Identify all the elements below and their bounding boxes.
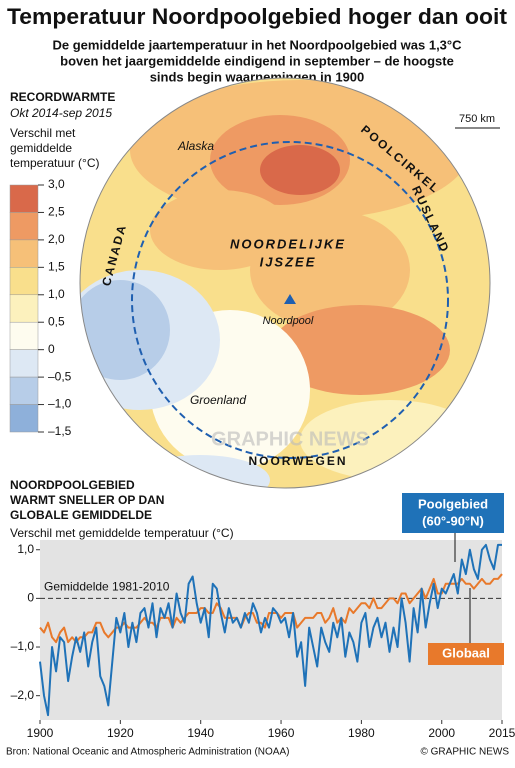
map-label: Noordpool [263,315,314,327]
y-tick-label: 1,0 [17,542,34,556]
legend-tick-label: 2,0 [48,232,65,246]
legend-swatch [9,404,39,433]
map-label: Alaska [177,139,214,153]
series-label-box [402,493,504,533]
series-label-box [428,643,504,665]
scale-label: 750 km [459,113,495,125]
map-label: NOORDELIJKE [230,236,346,251]
y-tick-label: 0 [27,591,34,605]
credit: © GRAPHIC NEWS [421,747,510,758]
legend-swatch [9,267,39,296]
legend-swatch [9,212,39,241]
legend-label: Poolgebied [418,496,488,511]
x-tick-label: 1960 [268,726,295,740]
map-label: IJSZEE [260,254,317,269]
source: Bron: National Oceanic and Atmospheric A… [6,747,289,758]
x-tick-label: 1920 [107,726,134,740]
x-tick-label: 2015 [489,726,515,740]
chart-heading: GLOBALE GEMIDDELDE [10,508,152,522]
y-tick-label: –2,0 [11,688,35,702]
legend-swatch [9,376,39,405]
plot-background [40,540,502,720]
legend-swatch [9,294,39,323]
legend-tick-label: 3,0 [48,177,65,191]
legend-tick-label: 2,5 [48,205,65,219]
pole-marker [284,294,296,304]
legend-tick-label: 1,5 [48,260,65,274]
map-label: Groenland [190,393,246,407]
legend-annotation: (60°-90°N) [422,513,484,528]
x-tick-label: 1900 [27,726,54,740]
legend-tick-label: –0,5 [48,369,72,383]
legend-title: temperatuur (°C) [10,156,100,170]
series-line [39,543,502,717]
x-tick-label: 1980 [348,726,375,740]
legend-tick-label: 0,5 [48,314,65,328]
legend-label: Globaal [442,645,490,660]
chart-heading: NOORDPOOLGEBIED [10,478,135,492]
legend-tick-label: 0 [48,342,55,356]
title: Temperatuur Noordpoolgebied hoger dan oo… [7,4,508,29]
y-axis-label: Verschil met gemiddelde temperatuur (°C) [10,526,234,540]
chart-heading: WARMT SNELLER OP DAN [10,493,164,507]
legend-swatch [9,321,39,350]
polar-circle [131,141,449,459]
subtitle: boven het jaargemiddelde eindigend in se… [60,53,454,68]
map-label: NOORWEGEN [248,454,347,468]
y-tick-label: –1,0 [11,639,35,653]
map-heading: RECORDWARMTE [10,90,115,104]
map-period: Okt 2014-sep 2015 [10,106,112,120]
legend-swatch [9,239,39,268]
x-tick-label: 1940 [187,726,214,740]
legend-tick-label: –1,0 [48,397,72,411]
reference-label: Gemiddelde 1981-2010 [44,580,170,594]
legend-swatch [9,349,39,378]
legend-title: gemiddelde [10,141,72,155]
legend-tick-label: –1,5 [48,424,72,438]
legend-title: Verschil met [10,126,76,140]
watermark: GRAPHIC NEWS [211,428,369,450]
x-tick-label: 2000 [428,726,455,740]
subtitle: De gemiddelde jaartemperatuur in het Noo… [53,37,463,52]
map-border [79,77,491,489]
legend-swatch [9,184,39,213]
legend-tick-label: 1,0 [48,287,65,301]
